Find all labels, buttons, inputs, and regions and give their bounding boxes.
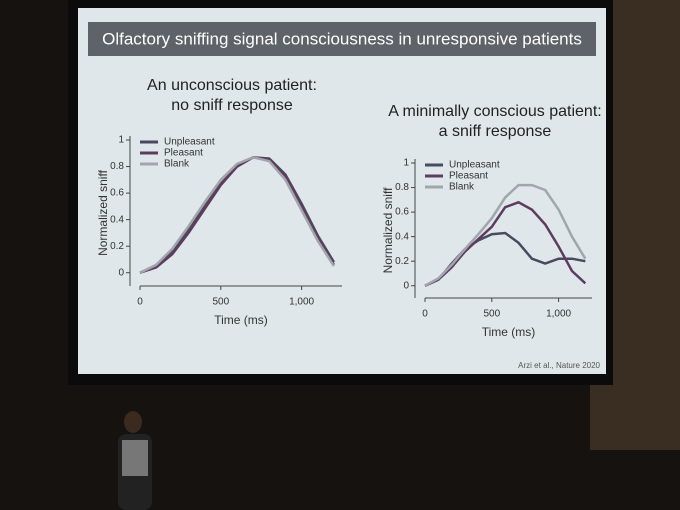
series-line: [424, 183, 587, 287]
legend-label: Unpleasant: [164, 137, 215, 148]
title-banner: [88, 22, 596, 56]
chart-title: no sniff response: [171, 97, 293, 114]
y-tick-label: 1: [118, 135, 124, 146]
x-tick-label: 1,000: [289, 297, 314, 308]
x-tick-label: 500: [212, 297, 229, 308]
series-line: [424, 200, 587, 287]
chart-title: An unconscious patient:: [147, 77, 317, 94]
legend-label: Blank: [449, 182, 475, 193]
slide-title: Olfactory sniffing signal consciousness …: [102, 29, 582, 48]
legend-label: Unpleasant: [449, 160, 500, 171]
y-tick-label: 0.8: [110, 161, 124, 172]
y-tick-label: 0.4: [110, 214, 124, 225]
x-axis-label: Time (ms): [214, 313, 268, 327]
y-tick-label: 0: [118, 267, 124, 278]
x-tick-label: 0: [137, 297, 143, 308]
chart-title: a sniff response: [439, 123, 552, 140]
y-tick-label: 1: [403, 158, 409, 169]
x-tick-label: 1,000: [546, 309, 571, 320]
y-axis-label: Normalized sniff: [381, 187, 395, 273]
chart-title: A minimally conscious patient:: [388, 103, 601, 120]
legend-label: Pleasant: [449, 171, 488, 182]
y-axis-label: Normalized sniff: [96, 169, 110, 255]
x-tick-label: 500: [483, 309, 500, 320]
y-tick-label: 0.2: [110, 241, 124, 252]
y-tick-label: 0: [403, 280, 409, 291]
legend-label: Pleasant: [164, 148, 203, 159]
series-line: [139, 155, 335, 274]
citation: Arzi et al., Nature 2020: [518, 361, 600, 370]
legend-label: Blank: [164, 159, 190, 170]
y-tick-label: 0.6: [395, 207, 409, 218]
y-tick-label: 0.8: [395, 182, 409, 193]
series-line: [139, 155, 335, 274]
y-tick-label: 0.2: [395, 256, 409, 267]
slide: [78, 8, 606, 374]
speaker: [118, 411, 152, 510]
y-tick-label: 0.6: [110, 188, 124, 199]
x-tick-label: 0: [422, 309, 428, 320]
y-tick-label: 0.4: [395, 231, 409, 242]
x-axis-label: Time (ms): [482, 325, 536, 339]
